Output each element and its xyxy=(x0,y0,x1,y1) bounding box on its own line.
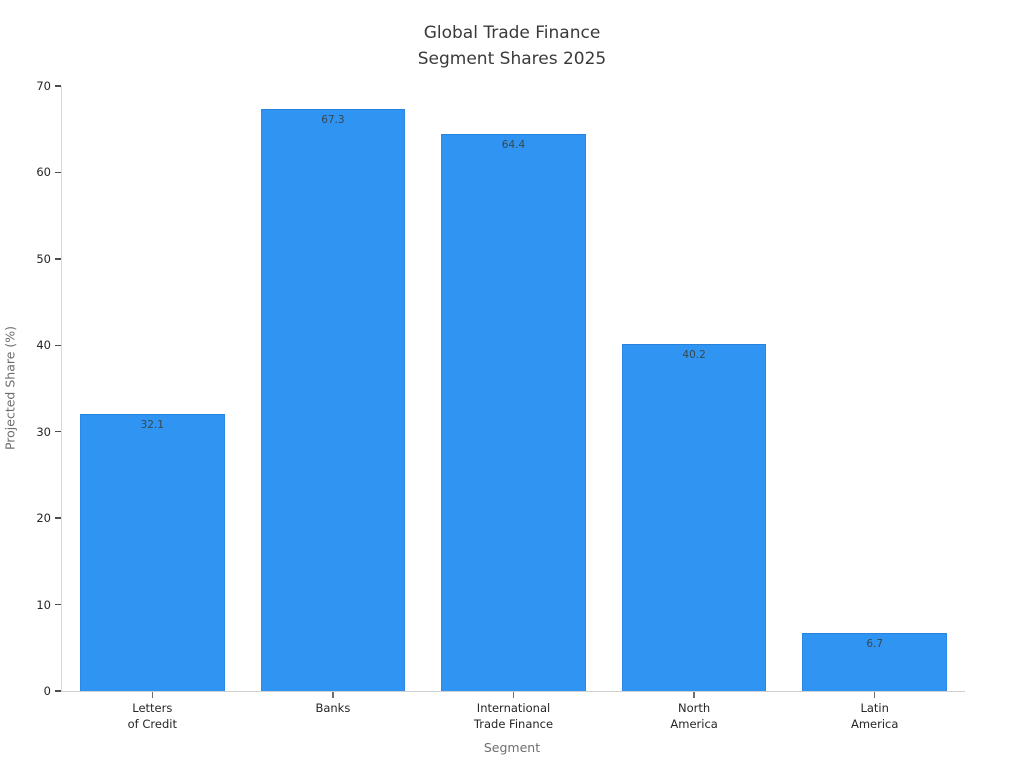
x-tick-mark xyxy=(151,692,153,698)
y-tick-mark xyxy=(55,344,61,346)
y-tick-label: 30 xyxy=(36,424,51,439)
y-tick-label: 60 xyxy=(36,165,51,180)
bar-banks: 67.3 xyxy=(260,109,406,691)
bar-north-america: 40.2 xyxy=(621,343,767,691)
y-tick-mark xyxy=(55,431,61,433)
plot-area: 0 10 20 30 40 50 60 70 32.1 Letters of Credit 67.3… xyxy=(36,79,965,731)
y-tick-mark xyxy=(55,258,61,260)
bar-latin-america: 6.7 xyxy=(802,633,947,691)
bar-value-label: 40.2 xyxy=(682,348,706,361)
y-tick-mark xyxy=(55,171,61,174)
y-tick-label: 50 xyxy=(36,251,51,266)
x-axis-label: Segment xyxy=(483,740,541,755)
y-tick-label: 0 xyxy=(43,684,51,698)
x-tick-mark xyxy=(693,692,695,698)
x-axis-spine xyxy=(61,691,965,692)
y-tick-label: 20 xyxy=(36,511,51,526)
y-tick-label: 70 xyxy=(36,79,51,93)
y-tick-mark xyxy=(55,690,61,692)
chart-title: Global Trade Finance Segment Shares 2025 xyxy=(417,23,607,69)
x-tick-label: North America xyxy=(670,701,718,731)
y-tick-mark xyxy=(55,517,61,519)
y-tick-mark xyxy=(55,603,61,606)
x-tick-label: International Trade Finance xyxy=(473,701,554,731)
bar-value-label: 6.7 xyxy=(866,638,884,651)
y-axis-spine xyxy=(61,86,62,691)
x-tick-label: Letters of Credit xyxy=(127,701,177,731)
y-tick-label: 40 xyxy=(36,338,51,353)
x-tick-label: Banks xyxy=(315,701,351,715)
y-tick-label: 10 xyxy=(36,597,51,612)
bar-international-trade-finance: 64.4 xyxy=(441,134,586,691)
bar-value-label: 67.3 xyxy=(321,114,345,127)
bar-letters-of-credit: 32.1 xyxy=(80,413,225,691)
bar-value-label: 64.4 xyxy=(501,139,526,152)
x-tick-label: Latin America xyxy=(850,701,899,731)
x-tick-mark xyxy=(332,692,334,698)
y-tick-mark xyxy=(55,85,61,87)
x-tick-mark xyxy=(512,692,515,698)
x-tick-mark xyxy=(874,692,876,698)
bar-value-label: 32.1 xyxy=(140,418,164,431)
